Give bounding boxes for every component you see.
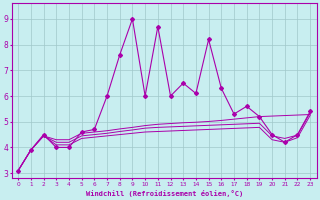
X-axis label: Windchill (Refroidissement éolien,°C): Windchill (Refroidissement éolien,°C) [85,190,243,197]
